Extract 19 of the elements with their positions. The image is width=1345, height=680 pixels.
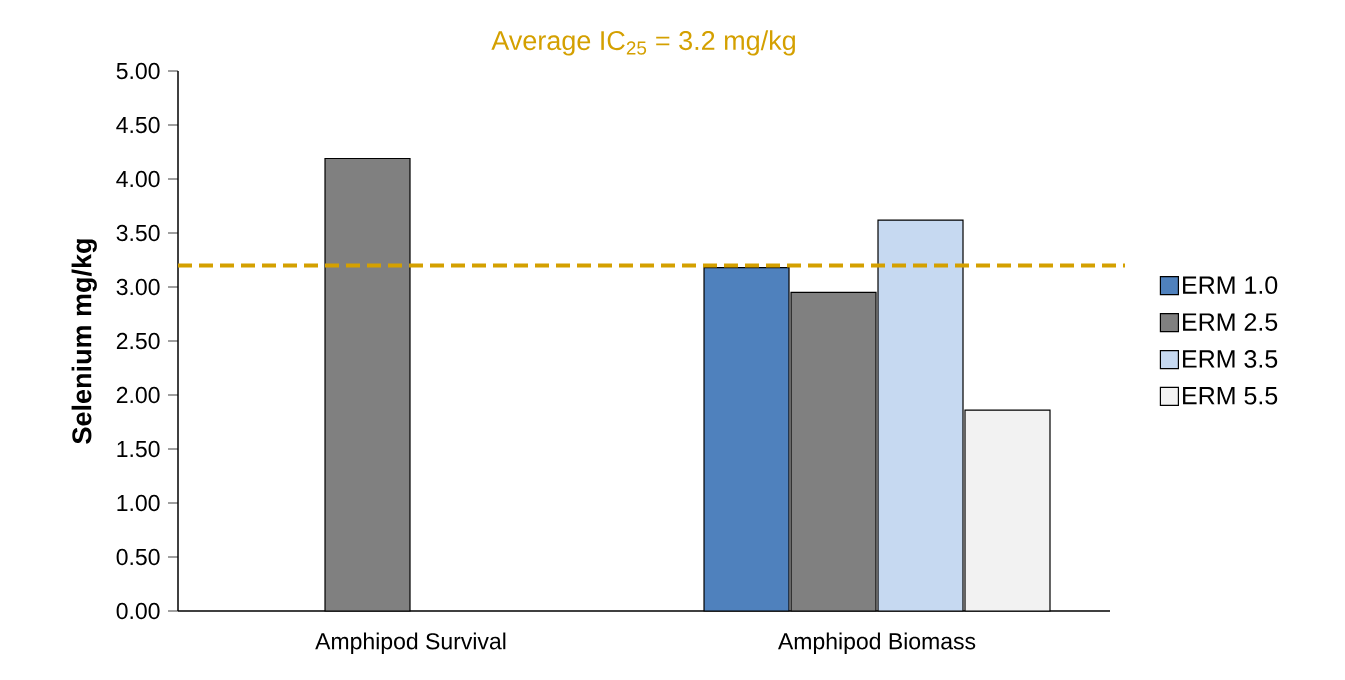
y-tick-label: 3.00 (116, 278, 160, 296)
ref-line-label: Average IC$_{25}$ = 3.2 mg/kg (491, 30, 795, 56)
y-tick-label: 1.00 (117, 494, 160, 512)
y-tick-label: 1.50 (117, 440, 160, 458)
y-tick-label: 4.00 (116, 170, 160, 188)
y-axis-title: Selenium mg/kg (71, 239, 97, 444)
y-tick-label: 2.50 (116, 332, 160, 350)
y-tick-label: 0.00 (116, 602, 160, 620)
legend-label: ERM 2.5 (1183, 313, 1278, 331)
legend-label: ERM 1.0 (1183, 276, 1278, 294)
x-tick-label: Amphipod Survival (315, 632, 506, 654)
y-tick-label: 3.50 (116, 224, 160, 242)
legend-label: ERM 5.5 (1183, 387, 1278, 405)
y-tick-label: 2.00 (116, 386, 160, 404)
y-tick-label: 0.50 (116, 548, 160, 566)
y-tick-label: 4.50 (116, 116, 160, 134)
y-tick-label: 5.00 (116, 62, 160, 80)
x-tick-label: Amphipod Biomass (777, 632, 976, 654)
legend-label: ERM 3.5 (1183, 350, 1278, 368)
